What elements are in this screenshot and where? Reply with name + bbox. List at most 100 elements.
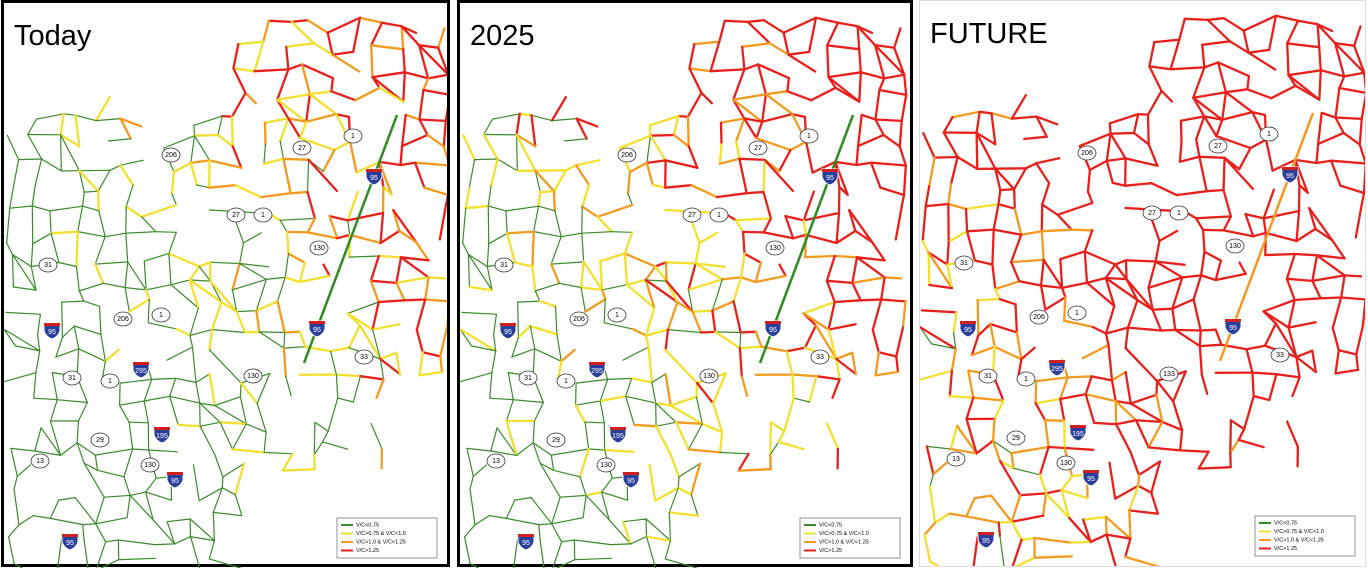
shield-band — [154, 427, 170, 430]
road — [601, 491, 610, 521]
road — [686, 91, 703, 118]
road — [415, 298, 427, 332]
road — [109, 164, 121, 171]
road — [124, 286, 130, 313]
road — [263, 451, 294, 455]
road — [539, 190, 556, 194]
road — [464, 204, 490, 210]
road — [282, 157, 310, 161]
road — [169, 395, 201, 404]
road — [1148, 65, 1163, 93]
road — [417, 44, 430, 80]
road — [1311, 274, 1346, 283]
road — [1199, 328, 1217, 332]
road — [1171, 307, 1177, 332]
shield-label: 95 — [504, 329, 512, 336]
road — [335, 374, 339, 399]
interstate-shield — [977, 531, 995, 549]
road — [322, 148, 336, 173]
road — [1296, 19, 1319, 26]
road — [378, 86, 405, 103]
road — [232, 67, 256, 73]
road — [190, 135, 196, 164]
road — [382, 185, 393, 196]
road — [1216, 61, 1251, 78]
road — [848, 208, 857, 233]
road — [96, 541, 107, 568]
road — [1242, 14, 1278, 32]
road — [894, 204, 904, 241]
road — [920, 326, 933, 345]
road — [992, 228, 1023, 236]
road — [1192, 91, 1228, 99]
road — [1251, 371, 1255, 398]
road — [515, 133, 537, 172]
road — [550, 448, 590, 456]
road — [395, 281, 406, 302]
road — [127, 261, 147, 291]
road — [856, 133, 885, 148]
road — [791, 373, 795, 400]
road — [1012, 167, 1028, 191]
road — [285, 375, 292, 397]
road — [1197, 466, 1232, 470]
road — [1360, 191, 1365, 205]
road — [664, 261, 697, 265]
road — [96, 190, 100, 212]
road — [582, 260, 604, 292]
shield-label: 1 — [108, 378, 112, 385]
road — [804, 140, 814, 174]
road — [1192, 274, 1203, 301]
road — [831, 378, 841, 400]
road — [1044, 296, 1067, 311]
road — [645, 279, 668, 282]
road — [1358, 143, 1365, 165]
road — [145, 491, 173, 501]
road — [654, 265, 668, 283]
road — [584, 298, 607, 313]
road — [415, 241, 430, 262]
road — [63, 113, 77, 116]
state-shield — [1067, 305, 1087, 321]
road — [534, 348, 563, 362]
road — [100, 333, 107, 362]
road — [1331, 296, 1343, 330]
road — [1042, 258, 1064, 290]
road — [596, 203, 634, 218]
road — [810, 86, 837, 102]
road — [537, 190, 542, 208]
road — [920, 326, 957, 351]
road — [1126, 298, 1139, 329]
legend-label: V/C>1.0 & V/C<1.25 — [356, 539, 406, 545]
interstate-shield — [1082, 469, 1100, 487]
road — [762, 190, 773, 220]
road — [147, 322, 178, 330]
road — [253, 40, 265, 73]
road — [825, 422, 840, 450]
road — [417, 44, 440, 49]
road — [1183, 17, 1209, 22]
road — [990, 112, 1014, 120]
road — [930, 343, 957, 350]
interstate-shield — [764, 320, 782, 338]
road — [1172, 400, 1184, 432]
road — [666, 300, 679, 331]
road — [282, 157, 292, 195]
road — [107, 138, 132, 142]
road — [1252, 394, 1271, 402]
road — [1124, 370, 1132, 405]
road — [306, 217, 317, 234]
road — [35, 350, 41, 374]
road — [1063, 446, 1095, 451]
road — [1314, 227, 1334, 242]
road — [285, 230, 309, 234]
map-panel: 206 27 1 95 27 1 130 31 206 1 95 95 33 295 31 1 133 29 195… — [919, 0, 1366, 567]
road — [991, 417, 996, 442]
road — [814, 16, 840, 24]
road — [217, 115, 223, 136]
road — [1126, 326, 1163, 332]
road — [486, 265, 493, 291]
road — [354, 86, 381, 102]
road — [1251, 110, 1267, 117]
road — [1105, 159, 1114, 185]
